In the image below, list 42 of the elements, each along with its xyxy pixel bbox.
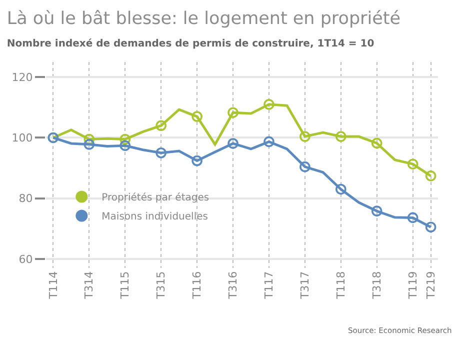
y-tick-label: 120 <box>12 71 33 84</box>
point <box>120 140 131 152</box>
point <box>120 134 131 145</box>
x-tick-label: T315 <box>154 271 168 300</box>
point <box>371 138 382 149</box>
point <box>156 120 166 132</box>
x-tick-label: T317 <box>298 271 312 300</box>
chart-subtitle: Nombre indexé de demandes de permis de construire, 1T14 = 10 <box>6 38 374 50</box>
x-tick-label: T114 <box>46 271 60 300</box>
point <box>407 158 418 170</box>
x-tick-label: T118 <box>334 271 348 300</box>
point <box>264 99 274 110</box>
point <box>192 111 202 122</box>
point <box>336 184 346 195</box>
point <box>156 147 166 158</box>
y-tick-label: 80 <box>18 192 33 206</box>
point <box>84 134 95 145</box>
x-tick-label: T318 <box>370 271 384 300</box>
point <box>407 212 418 224</box>
point <box>264 136 274 148</box>
point <box>228 138 238 149</box>
point <box>84 139 95 150</box>
point <box>300 131 310 142</box>
point <box>192 155 202 166</box>
y-tick-label: 100 <box>12 132 33 145</box>
chart-title: Là où le bât blesse: le logement en propriété <box>6 8 401 29</box>
point <box>300 161 310 172</box>
x-tick-label: T314 <box>82 271 96 300</box>
x-tick-label: T116 <box>190 271 204 300</box>
x-tick-label: T316 <box>226 271 240 300</box>
y-tick-label: 60 <box>18 252 33 266</box>
legend-label: Propriétés par étages <box>102 192 210 204</box>
x-tick-label: T115 <box>118 271 132 300</box>
point <box>228 107 238 118</box>
x-tick-label: T119 <box>406 271 420 300</box>
point <box>425 222 436 232</box>
x-tick-label: T219 <box>424 271 438 300</box>
point <box>336 131 346 142</box>
legend-label: Maisons individuelles <box>102 212 208 223</box>
point <box>425 170 436 182</box>
x-tick-label: T117 <box>262 271 276 300</box>
point <box>371 206 382 216</box>
